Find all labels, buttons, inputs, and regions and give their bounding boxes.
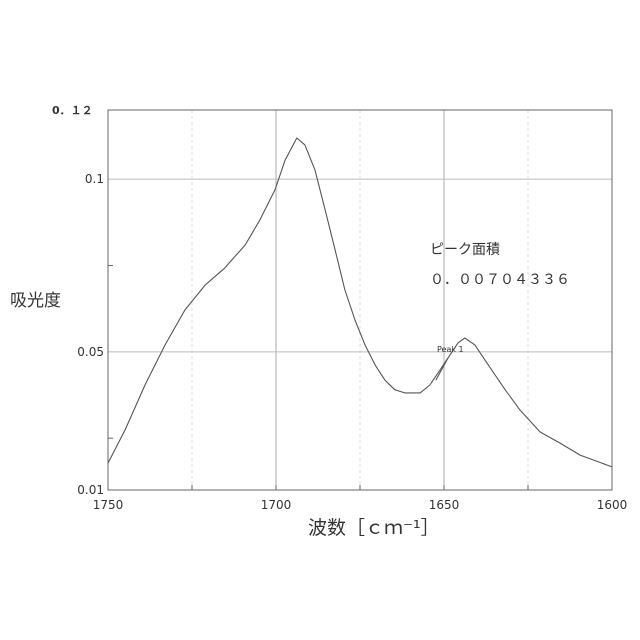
x-axis-label: 波数［ｃｍ⁻¹］ <box>308 517 440 539</box>
peak-area-title: ピーク面積 <box>430 242 500 258</box>
spectrum-chart: 1750 1700 1650 1600 0．１２ 0.1 0.05 0.01 吸光度 波数［ｃ… <box>0 0 640 640</box>
peak-label: Peak 1 <box>437 345 464 354</box>
axis-ticks: 1750 1700 1650 1600 0．１２ 0.1 0.05 0.01 <box>52 104 627 512</box>
grid-lines <box>108 110 612 490</box>
y-axis-label: 吸光度 <box>10 291 61 311</box>
x-tick-label: 1700 <box>261 498 292 512</box>
y-tick-label: 0.05 <box>77 345 104 359</box>
x-tick-label: 1600 <box>597 498 628 512</box>
x-tick-label: 1650 <box>429 498 460 512</box>
y-tick-label: 0.1 <box>85 172 104 186</box>
peak-baseline <box>436 358 448 380</box>
x-tick-label: 1750 <box>93 498 124 512</box>
peak-area-value: ０．００７０４３３６ <box>430 272 570 288</box>
y-tick-label: 0．１２ <box>52 104 93 117</box>
y-tick-label: 0.01 <box>77 483 104 497</box>
